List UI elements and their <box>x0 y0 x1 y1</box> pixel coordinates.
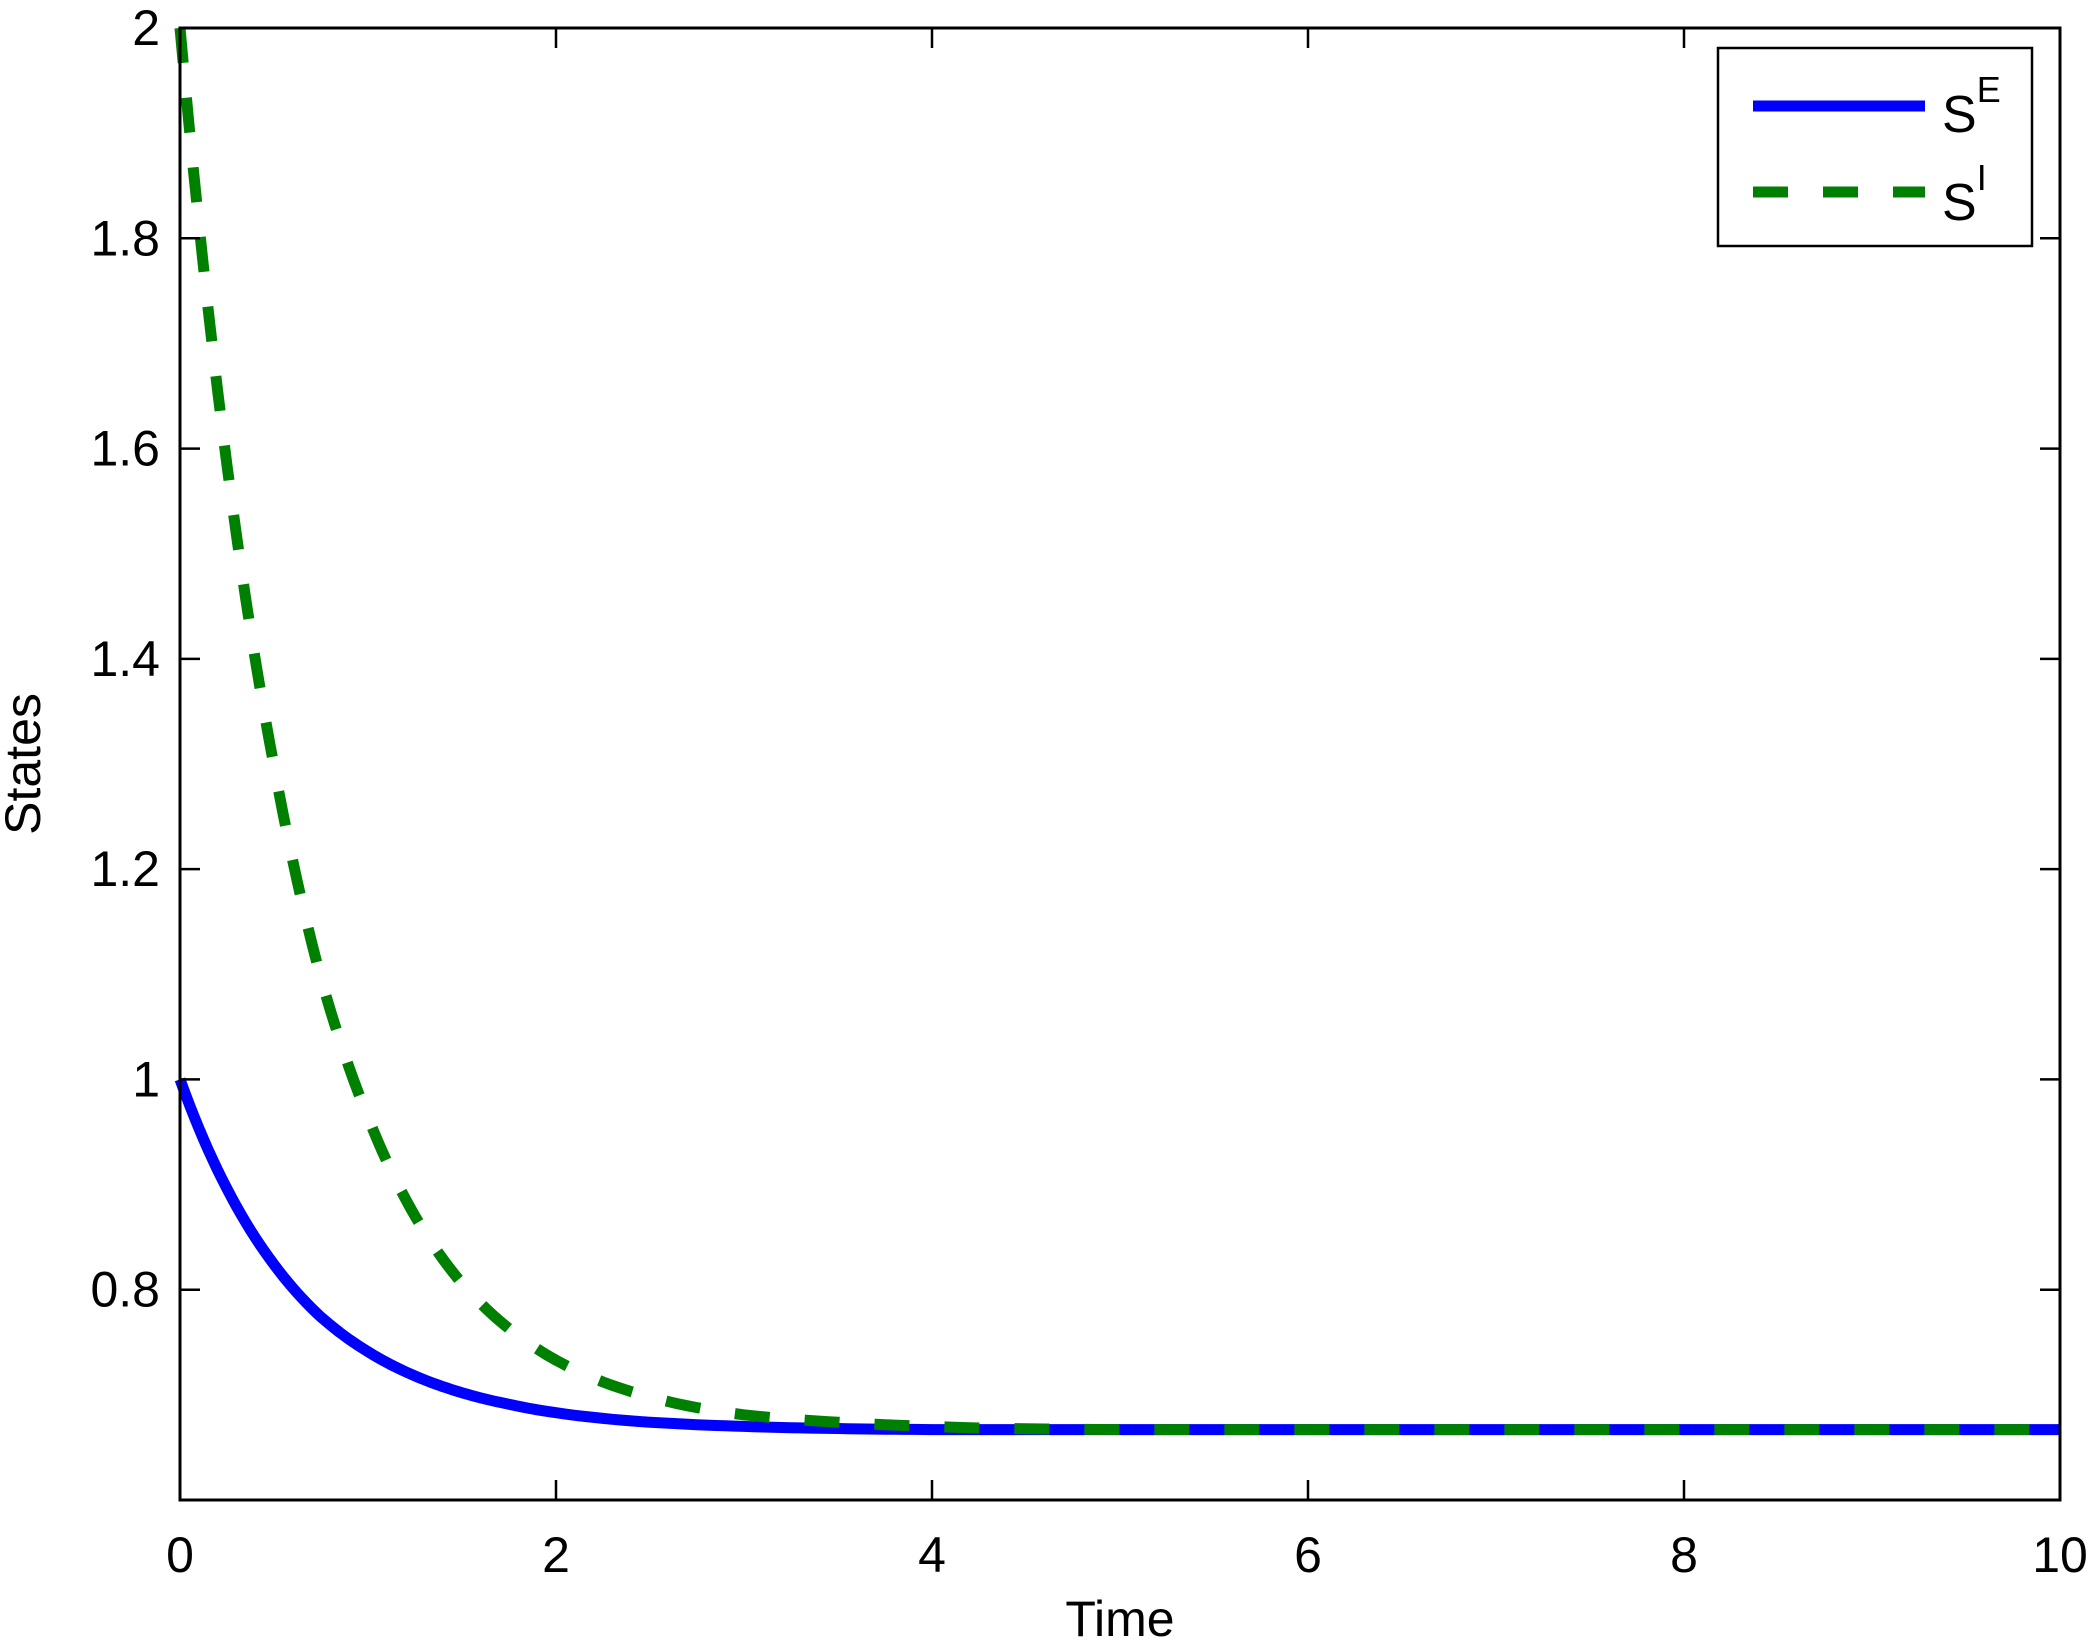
legend-box <box>1716 46 2034 248</box>
legend-label-si: SI <box>1942 157 1987 232</box>
y-tick-label: 1.2 <box>90 841 160 897</box>
plot-lines <box>174 27 2060 1436</box>
y-tick-label: 0.8 <box>90 1262 160 1318</box>
y-axis-ticks: 0.8 1 1.2 1.4 1.6 1.8 2 <box>90 0 2060 1318</box>
y-tick-label: 1.6 <box>90 421 160 477</box>
x-axis-ticks: 0 2 4 6 8 10 <box>166 28 2088 1583</box>
x-tick-label: 2 <box>542 1527 570 1583</box>
y-tick-label: 1.8 <box>90 210 160 266</box>
y-tick-label: 2 <box>132 0 160 56</box>
series-line-se <box>174 1077 2060 1436</box>
x-tick-label: 6 <box>1294 1527 1322 1583</box>
x-axis-label: Time <box>1065 1591 1174 1644</box>
legend-label-se: SE <box>1942 69 2001 144</box>
x-tick-label: 8 <box>1670 1527 1698 1583</box>
plot-frame <box>178 26 2062 1502</box>
x-tick-label: 0 <box>166 1527 194 1583</box>
x-tick-label: 4 <box>918 1527 946 1583</box>
y-tick-label: 1.4 <box>90 631 160 687</box>
y-tick-label: 1 <box>132 1051 160 1107</box>
legend: SE SI <box>1716 46 2034 248</box>
y-axis-label: States <box>0 693 51 835</box>
x-tick-label: 10 <box>2032 1527 2088 1583</box>
